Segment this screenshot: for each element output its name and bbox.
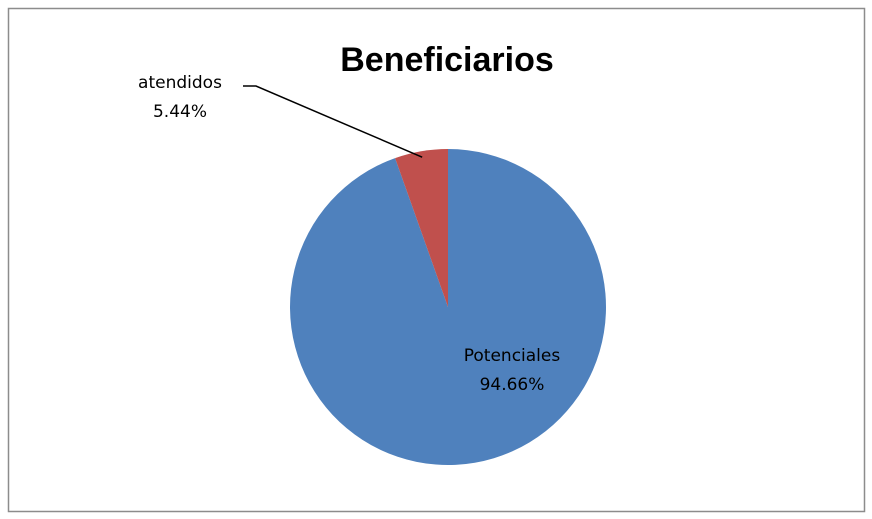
slice-value-label: 5.44% xyxy=(153,102,207,122)
leader-line xyxy=(243,85,423,158)
slice-value-label: 94.66% xyxy=(480,375,545,395)
pie-slice xyxy=(395,149,448,307)
pie-slice xyxy=(290,149,607,465)
slice-label: atendidos xyxy=(138,73,222,93)
slice-label: Potenciales xyxy=(464,346,561,366)
chart-title: Beneficiarios xyxy=(340,41,554,79)
